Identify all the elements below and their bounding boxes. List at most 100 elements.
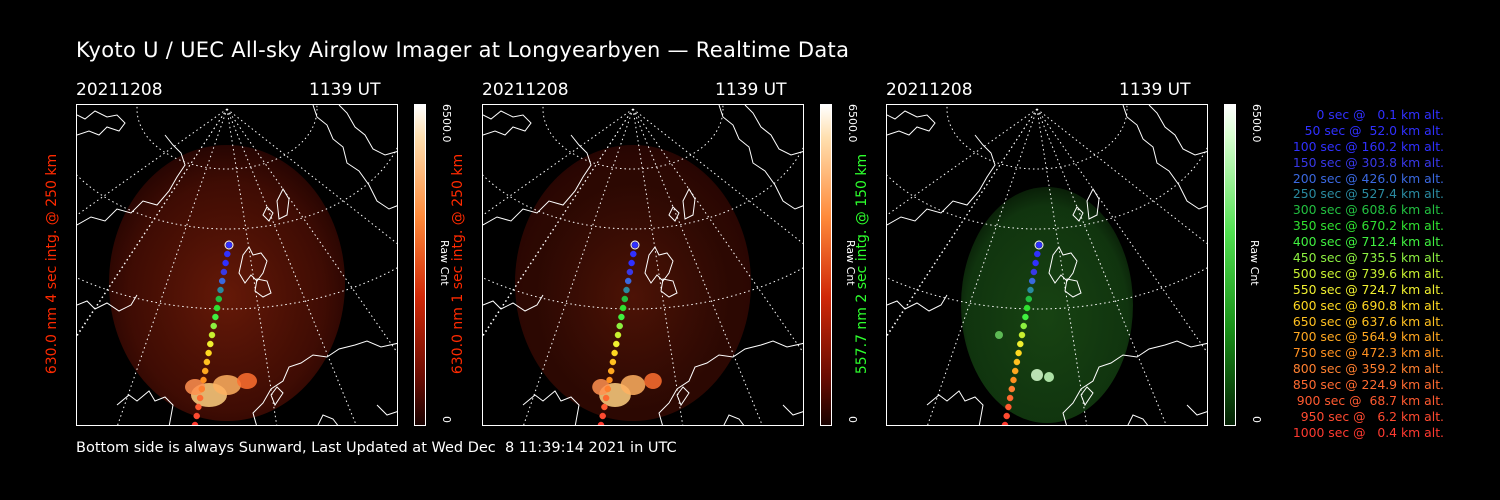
legend-row: 350 sec @ 670.2 km alt. [1292, 218, 1444, 234]
aurora-blob [1044, 372, 1054, 382]
track-point [1008, 385, 1016, 393]
trajectory-legend: 0 sec @ 0.1 km alt. 50 sec @ 52.0 km alt.… [1270, 107, 1444, 441]
track-point [220, 268, 228, 276]
track-point [198, 385, 206, 393]
legend-row: 550 sec @ 724.7 km alt. [1292, 281, 1444, 297]
track-point [1022, 313, 1029, 321]
track-point [193, 412, 200, 420]
track-point [613, 340, 620, 348]
colorbar-unit-label: Raw Cnt [844, 240, 857, 286]
aurora-blob [995, 331, 1003, 339]
track-point [207, 340, 214, 348]
allsky-image [886, 104, 1208, 426]
legend-row: 200 sec @ 426.0 km alt. [1292, 170, 1444, 186]
track-point [609, 358, 617, 366]
track-start-marker [630, 240, 640, 250]
panel-ylabel: 630.0 nm 4 sec intg. @ 250 km [44, 153, 60, 375]
track-point [218, 277, 226, 285]
track-start-marker [224, 240, 234, 250]
legend-row: 950 sec @ 6.2 km alt. [1300, 408, 1444, 424]
track-point [205, 349, 212, 357]
legend-row: 400 sec @ 712.4 km alt. [1292, 234, 1444, 250]
legend-row: 750 sec @ 472.3 km alt. [1292, 345, 1444, 361]
track-point [1015, 349, 1022, 357]
track-point [607, 367, 615, 375]
colorbar [820, 104, 832, 426]
colorbar-min-label: 0 [846, 416, 859, 423]
colorbar-min-label: 0 [1250, 416, 1263, 423]
track-point [1027, 286, 1034, 294]
colorbar-unit-label: Raw Cnt [438, 240, 451, 286]
track-point [203, 358, 211, 366]
track-point [212, 313, 219, 321]
track-point [616, 322, 623, 330]
track-point [217, 286, 224, 294]
track-point [208, 331, 216, 339]
legend-row: 1000 sec @ 0.4 km alt. [1292, 424, 1444, 440]
panel-time: 1139 UT [309, 80, 381, 100]
aurora-blob [213, 375, 241, 395]
allsky-image [482, 104, 804, 426]
legend-row: 500 sec @ 739.6 km alt. [1292, 265, 1444, 281]
track-point [623, 286, 630, 294]
legend-row: 700 sec @ 564.9 km alt. [1292, 329, 1444, 345]
colorbar [1224, 104, 1236, 426]
panel-date: 20211208 [886, 80, 973, 100]
panel-time: 1139 UT [1119, 80, 1191, 100]
track-point [1013, 358, 1021, 366]
legend-row: 600 sec @ 690.8 km alt. [1292, 297, 1444, 313]
track-point [604, 385, 612, 393]
track-point [1032, 259, 1039, 267]
track-point [621, 295, 629, 303]
legend-row: 300 sec @ 608.6 km alt. [1292, 202, 1444, 218]
colorbar [414, 104, 426, 426]
imager-panel-3: 20211208 1139 UT 557.7 nm 2 sec intg. @ 15… [854, 80, 1266, 430]
footer-status: Bottom side is always Sunward, Last Upda… [76, 440, 677, 456]
legend-row: 900 sec @ 68.7 km alt. [1296, 393, 1444, 409]
panel-date: 20211208 [482, 80, 569, 100]
panel-time: 1139 UT [715, 80, 787, 100]
colorbar-max-label: 6500.0 [846, 104, 859, 143]
track-point [1035, 241, 1043, 249]
track-point [630, 250, 637, 258]
track-point [1011, 367, 1019, 375]
track-point [1006, 394, 1014, 402]
track-point [210, 322, 217, 330]
track-point [201, 367, 209, 375]
track-point [222, 259, 229, 267]
track-point [614, 331, 622, 339]
track-start-marker [1034, 240, 1044, 250]
legend-row: 50 sec @ 52.0 km alt. [1304, 122, 1444, 138]
colorbar-min-label: 0 [440, 416, 453, 423]
track-point [195, 403, 202, 411]
track-point [624, 277, 632, 285]
track-point [213, 304, 221, 312]
track-point [601, 403, 608, 411]
track-point [191, 421, 199, 425]
track-point [196, 394, 204, 402]
track-point [1017, 340, 1024, 348]
track-point [1018, 331, 1026, 339]
track-point [1025, 295, 1033, 303]
legend-row: 0 sec @ 0.1 km alt. [1316, 107, 1444, 122]
track-point [1023, 304, 1031, 312]
page-title: Kyoto U / UEC All-sky Airglow Imager at … [76, 38, 850, 62]
track-point [1030, 268, 1038, 276]
colorbar-unit-label: Raw Cnt [1248, 240, 1261, 286]
imager-panel-2: 20211208 1139 UT 630.0 nm 1 sec intg. @ 25… [450, 80, 862, 430]
track-point [200, 376, 207, 384]
aurora-blob [620, 375, 646, 395]
track-point [626, 268, 634, 276]
track-point [618, 313, 625, 321]
allsky-image [76, 104, 398, 426]
legend-row: 450 sec @ 735.5 km alt. [1292, 250, 1444, 266]
track-point [1028, 277, 1036, 285]
track-point [225, 241, 233, 249]
legend-row: 150 sec @ 303.8 km alt. [1292, 154, 1444, 170]
track-point [631, 241, 639, 249]
panel-ylabel: 630.0 nm 1 sec intg. @ 250 km [450, 153, 466, 375]
colorbar-max-label: 6500.0 [440, 104, 453, 143]
aurora-blob [1031, 369, 1043, 381]
track-point [1001, 421, 1009, 425]
track-point [619, 304, 627, 312]
